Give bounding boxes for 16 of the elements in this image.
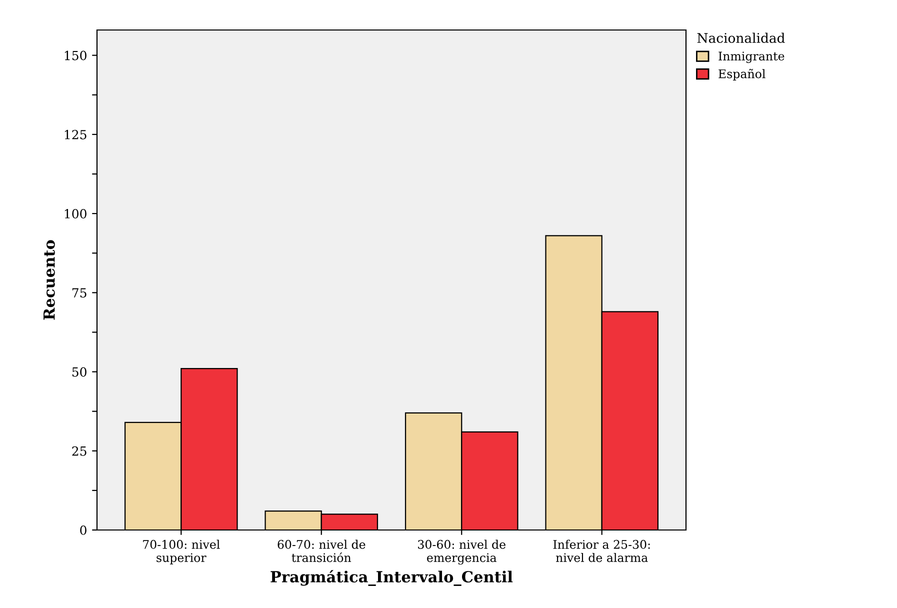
y-tick-label: 0 (80, 525, 86, 535)
y-tick-label: 150 (64, 50, 86, 60)
y-axis-title: Recuento (44, 240, 55, 320)
legend-title: Nacionalidad (697, 32, 785, 43)
y-tick-label: 100 (64, 209, 86, 218)
x-tick-label: 60-70: nivel de transición (278, 540, 366, 562)
x-tick-label: 30-60: nivel de emergencia (418, 540, 506, 565)
y-tick-label: 25 (72, 446, 86, 456)
y-tick-label: 75 (72, 288, 86, 298)
x-tick-label: Inferior a 25-30: nivel de alarma (553, 540, 650, 562)
x-axis-title: Pragmática_Intervalo_Centil (270, 570, 513, 586)
y-tick-label: 50 (72, 367, 86, 377)
x-tick-label: 70-100: nivel superior (143, 540, 220, 564)
legend-label: Español (718, 68, 766, 81)
y-tick-label: 125 (64, 130, 86, 140)
legend-label: Inmigrante (718, 52, 784, 63)
